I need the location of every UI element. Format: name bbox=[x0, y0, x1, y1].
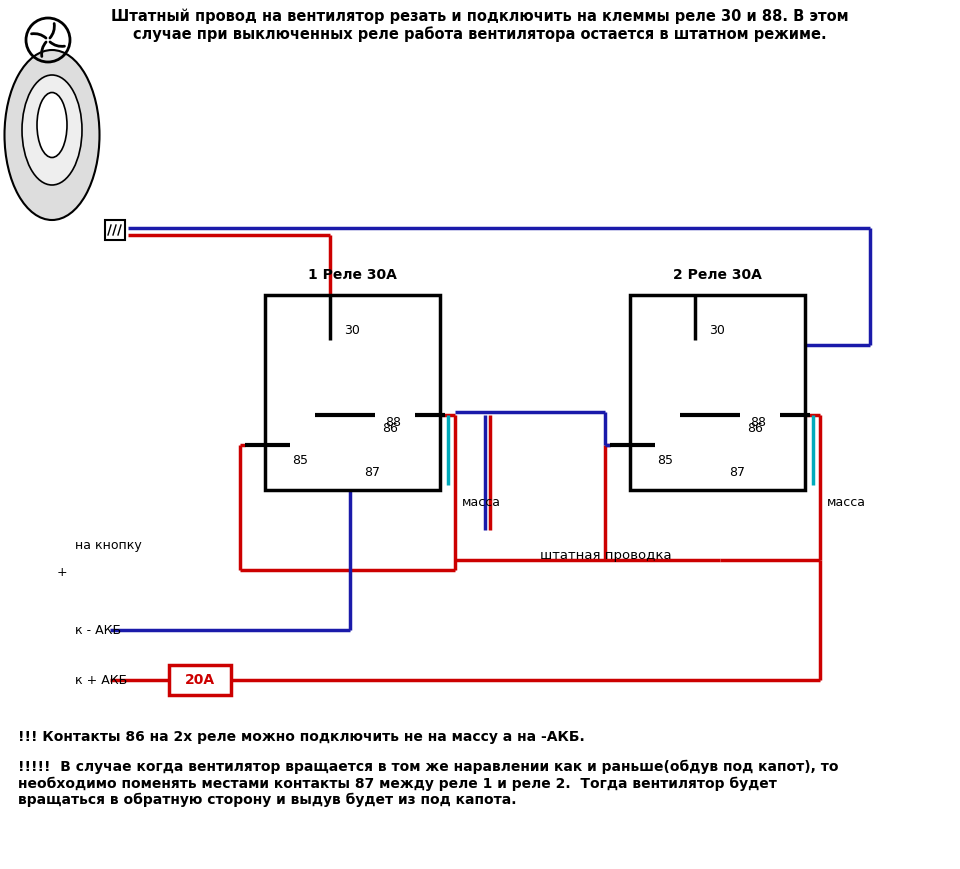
Text: 1 Реле 30А: 1 Реле 30А bbox=[307, 268, 396, 282]
Text: 2 Реле 30А: 2 Реле 30А bbox=[673, 268, 761, 282]
Text: 20А: 20А bbox=[185, 673, 215, 687]
Text: на кнопку: на кнопку bbox=[75, 539, 142, 552]
Text: 86: 86 bbox=[382, 422, 398, 435]
Text: !!! Контакты 86 на 2х реле можно подключить не на массу а на -АКБ.: !!! Контакты 86 на 2х реле можно подключ… bbox=[18, 730, 585, 744]
Text: 88: 88 bbox=[750, 416, 766, 429]
Text: !!!!!  В случае когда вентилятор вращается в том же наравлении как и раньше(обду: !!!!! В случае когда вентилятор вращаетс… bbox=[18, 760, 838, 807]
Text: к + АКБ: к + АКБ bbox=[75, 673, 128, 687]
Bar bbox=[105, 220, 125, 240]
Text: 87: 87 bbox=[729, 466, 745, 479]
Ellipse shape bbox=[22, 75, 82, 185]
Text: 85: 85 bbox=[657, 454, 673, 467]
Text: к - АКБ: к - АКБ bbox=[75, 623, 121, 636]
Text: масса: масса bbox=[462, 496, 501, 509]
Text: штатная проводка: штатная проводка bbox=[540, 548, 672, 561]
Text: масса: масса bbox=[827, 496, 866, 509]
Ellipse shape bbox=[5, 50, 100, 220]
Text: Штатный провод на вентилятор резать и подключить на клеммы реле 30 и 88. В этом
: Штатный провод на вентилятор резать и по… bbox=[111, 8, 849, 42]
Ellipse shape bbox=[37, 92, 67, 157]
Text: 30: 30 bbox=[344, 323, 360, 336]
Bar bbox=[169, 665, 231, 695]
Text: 86: 86 bbox=[747, 422, 763, 435]
Text: 30: 30 bbox=[709, 323, 725, 336]
Text: 88: 88 bbox=[385, 416, 401, 429]
Bar bbox=[265, 295, 440, 490]
Text: 87: 87 bbox=[364, 466, 380, 479]
Bar bbox=[630, 295, 805, 490]
Text: +: + bbox=[57, 566, 67, 579]
Text: 85: 85 bbox=[292, 454, 308, 467]
